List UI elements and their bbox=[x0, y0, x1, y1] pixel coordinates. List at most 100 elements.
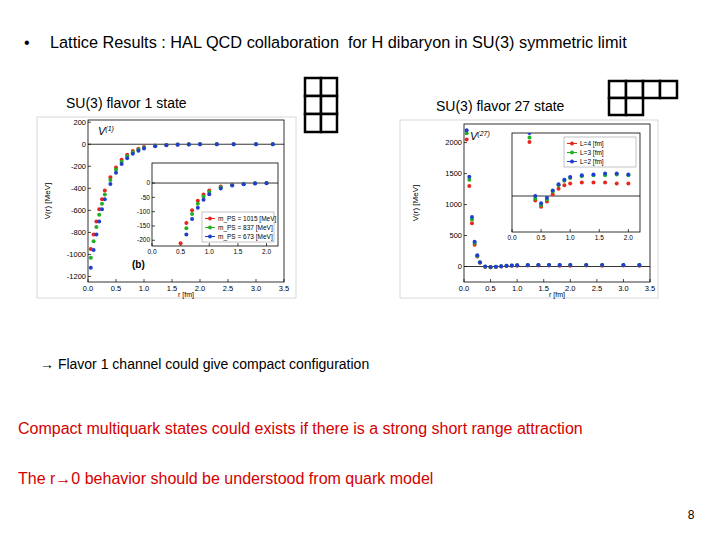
slide-title: Lattice Results : HAL QCD collaboration … bbox=[50, 33, 627, 51]
data-point bbox=[153, 144, 157, 148]
x-tick-label: 1.5 bbox=[595, 234, 604, 241]
y-tick bbox=[88, 276, 91, 277]
conclusion: → Flavor 1 channel could give compact co… bbox=[40, 356, 369, 372]
x-tick bbox=[152, 243, 153, 246]
data-point bbox=[494, 265, 498, 269]
plot-frame bbox=[464, 124, 650, 282]
data-point bbox=[254, 142, 258, 146]
data-point bbox=[265, 181, 269, 185]
data-point bbox=[527, 133, 531, 135]
data-point bbox=[526, 263, 530, 267]
y-tick bbox=[88, 122, 91, 123]
data-point bbox=[100, 202, 104, 206]
x-tick-label: 2.5 bbox=[592, 284, 602, 293]
data-point bbox=[131, 152, 135, 156]
data-point bbox=[568, 181, 572, 185]
x-tick bbox=[543, 279, 544, 282]
data-point bbox=[470, 215, 474, 219]
data-point bbox=[527, 136, 531, 140]
data-point bbox=[505, 264, 509, 268]
data-point bbox=[142, 147, 146, 151]
data-point bbox=[242, 182, 246, 186]
chart: 0.00.51.01.52.02.53.03.5-1200-1000-800-6… bbox=[37, 117, 343, 506]
data-point bbox=[473, 240, 477, 244]
y-tick bbox=[152, 240, 155, 241]
x-tick bbox=[172, 279, 173, 282]
tableau-box bbox=[609, 81, 626, 98]
data-point bbox=[526, 263, 530, 267]
title-superscript: (1) bbox=[105, 125, 114, 133]
data-point bbox=[108, 182, 112, 186]
data-point bbox=[94, 233, 98, 237]
y-tick bbox=[88, 254, 91, 255]
data-point bbox=[215, 142, 219, 146]
x-tick-label: 0.5 bbox=[537, 234, 546, 241]
tableau-box bbox=[321, 114, 337, 132]
data-point bbox=[621, 263, 625, 267]
data-point bbox=[97, 213, 101, 217]
legend: m_PS = 1015 [MeV]m_PS = 837 [MeV]m_PS = … bbox=[202, 212, 277, 242]
data-point bbox=[114, 171, 118, 175]
chart-frame bbox=[37, 117, 296, 298]
data-point bbox=[568, 263, 572, 267]
tableau-box bbox=[305, 114, 321, 132]
y-tick bbox=[152, 225, 155, 226]
legend-label: m_PS = 1015 [MeV] bbox=[218, 215, 277, 223]
data-point bbox=[232, 142, 236, 146]
legend-box bbox=[564, 137, 636, 167]
data-point bbox=[483, 265, 487, 269]
x-tick-label: 3.0 bbox=[251, 284, 261, 293]
data-point bbox=[478, 260, 482, 264]
data-point bbox=[580, 174, 584, 178]
y-tick bbox=[88, 144, 91, 145]
data-point bbox=[467, 184, 471, 188]
young-tableau bbox=[609, 81, 677, 115]
legend-label: m_PS = 673 [MeV] bbox=[218, 233, 273, 241]
data-point bbox=[232, 142, 236, 146]
x-tick-label: 0.0 bbox=[147, 248, 156, 255]
tableau-box bbox=[321, 96, 337, 114]
data-point bbox=[545, 196, 549, 200]
data-point bbox=[100, 207, 104, 211]
x-tick bbox=[144, 279, 145, 282]
data-point bbox=[190, 217, 194, 221]
x-tick bbox=[570, 229, 571, 232]
bullet: • bbox=[24, 34, 30, 51]
y-tick-label: -1000 bbox=[67, 250, 86, 259]
data-point bbox=[465, 137, 469, 141]
data-point bbox=[271, 142, 275, 146]
x-tick bbox=[623, 279, 624, 282]
data-point bbox=[600, 264, 604, 268]
data-point bbox=[558, 263, 562, 267]
data-point bbox=[505, 264, 509, 268]
x-tick bbox=[650, 279, 651, 282]
y-tick bbox=[152, 183, 155, 184]
x-tick-label: 2.0 bbox=[565, 284, 575, 293]
y-tick-label: 0 bbox=[458, 262, 462, 271]
data-point bbox=[600, 263, 604, 267]
data-point bbox=[120, 162, 124, 166]
x-tick bbox=[116, 279, 117, 282]
data-point bbox=[164, 143, 168, 147]
zero-line bbox=[512, 196, 640, 197]
data-point bbox=[536, 264, 540, 268]
data-point bbox=[615, 181, 619, 185]
x-tick-label: 1.5 bbox=[538, 284, 548, 293]
data-point bbox=[190, 212, 194, 216]
tableau-box bbox=[305, 78, 321, 96]
data-point bbox=[94, 225, 98, 229]
y-tick-label: -50 bbox=[141, 194, 151, 201]
legend-marker bbox=[570, 160, 574, 164]
data-point bbox=[475, 254, 479, 258]
tableau-box bbox=[643, 81, 660, 98]
points bbox=[153, 181, 278, 246]
data-point bbox=[478, 261, 482, 265]
data-point bbox=[515, 263, 519, 267]
y-tick-label: -400 bbox=[71, 184, 86, 193]
data-point bbox=[527, 140, 531, 144]
y-tick-label: 0 bbox=[82, 140, 86, 149]
slide-text: • Lattice Results : HAL QCD collaboration… bbox=[18, 33, 695, 522]
data-point bbox=[184, 233, 188, 237]
data-point bbox=[187, 142, 191, 146]
data-point bbox=[207, 192, 211, 196]
